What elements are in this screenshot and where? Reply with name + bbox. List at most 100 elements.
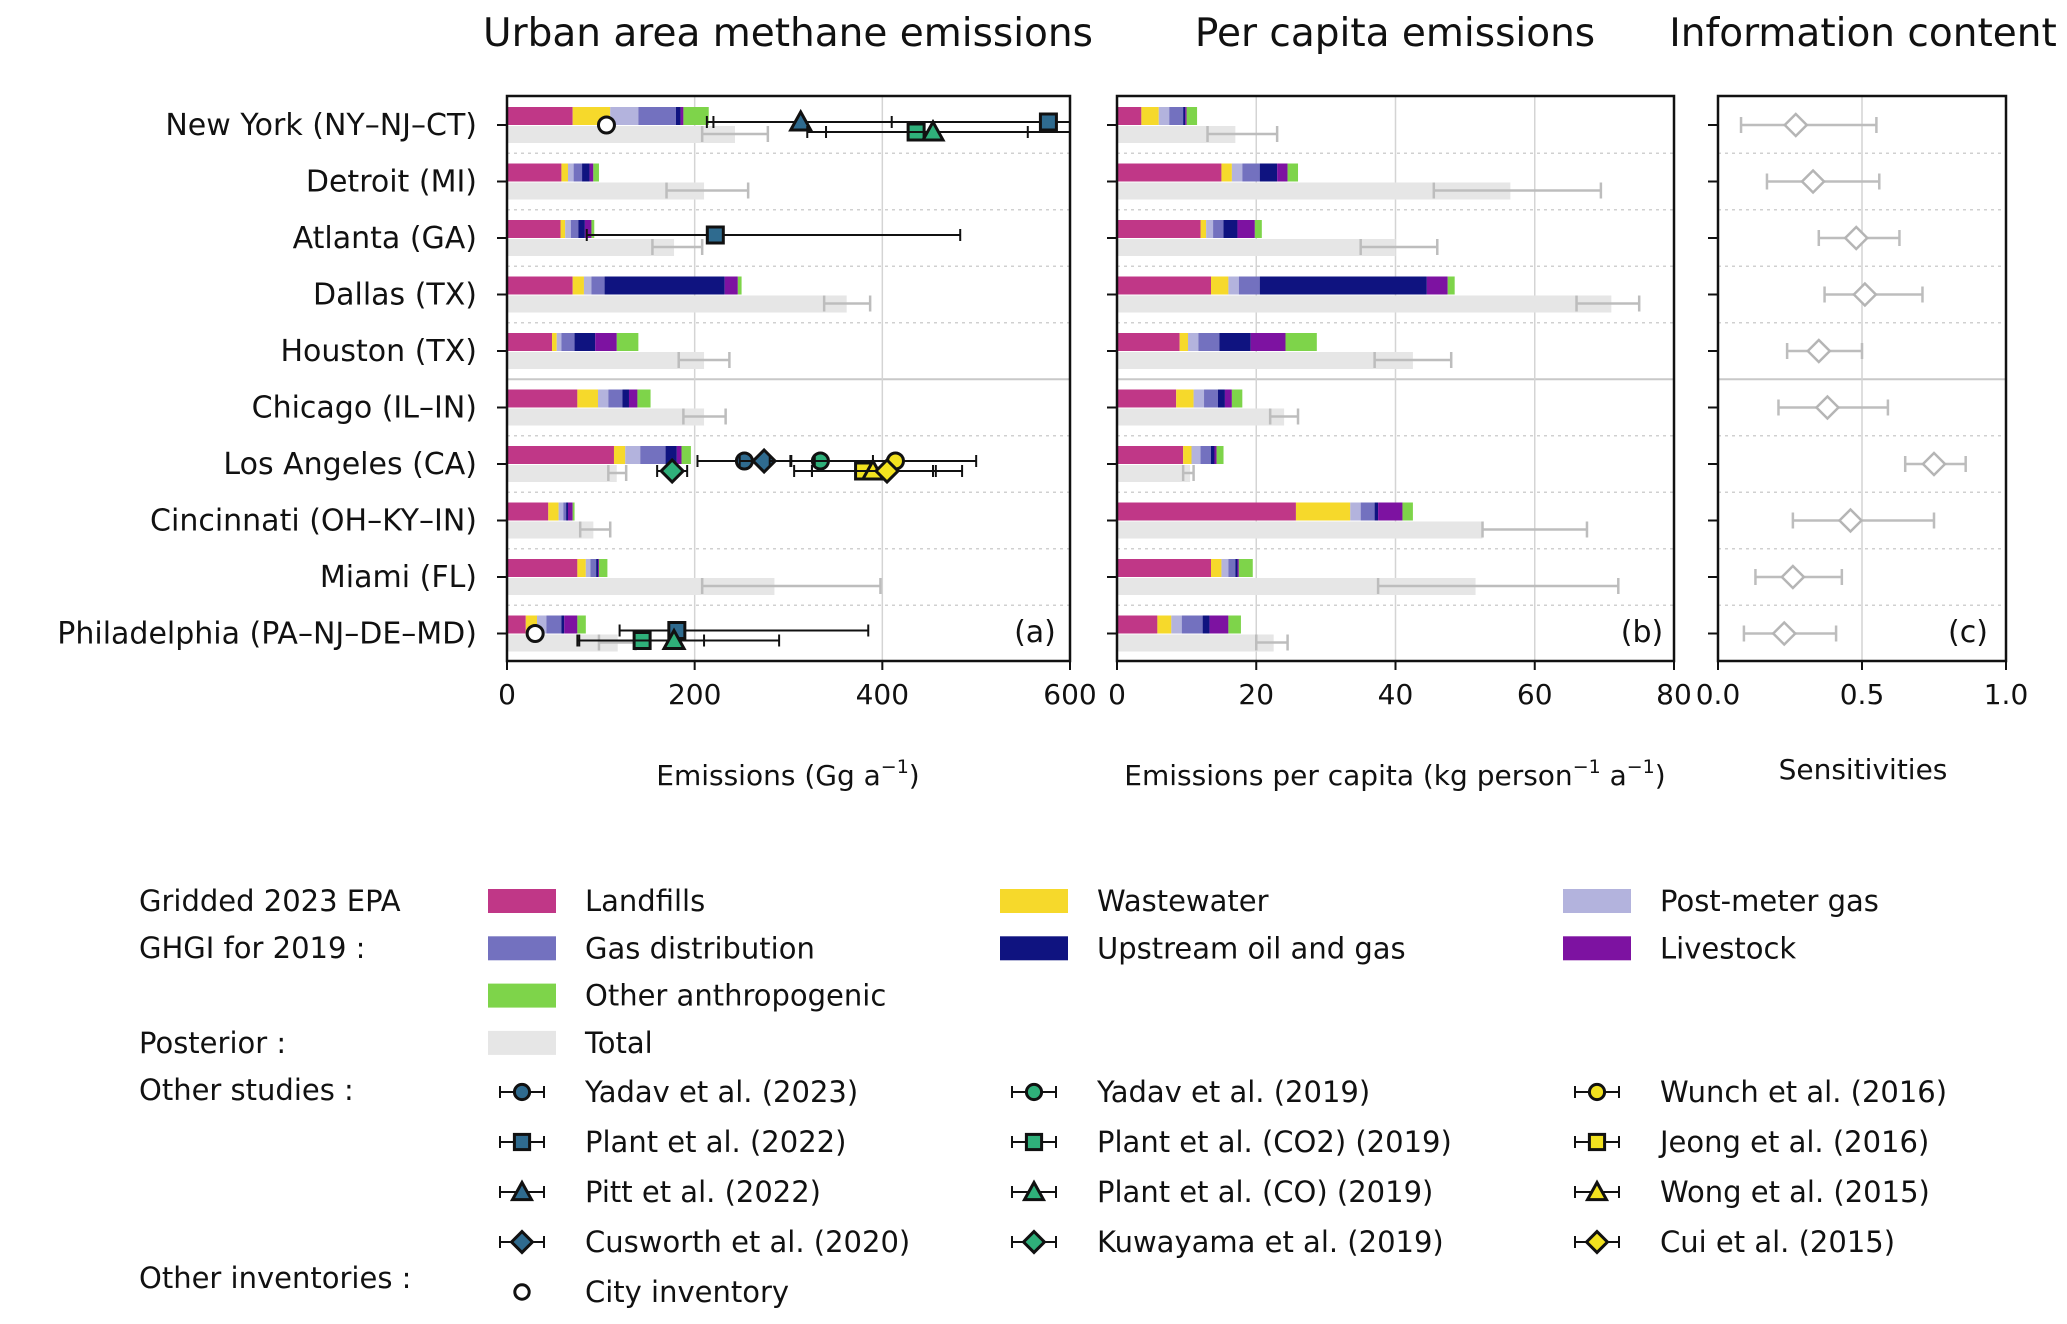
bar-other-anthropogenic-b xyxy=(1285,333,1317,351)
bar-upstream-oil-and-gas-b xyxy=(1183,107,1186,125)
legend-label-wastewater: Wastewater xyxy=(1097,884,1269,918)
legend-epa-label-2: GHGI for 2019 : xyxy=(139,931,365,965)
bar-gas-distribution-a xyxy=(573,163,583,182)
bar-upstream-oil-and-gas-b xyxy=(1217,389,1225,408)
legend-swatch-gas-distribution xyxy=(488,936,556,961)
bars-a xyxy=(507,107,1070,652)
posterior-total-bar-b xyxy=(1117,239,1396,256)
legend-label-plant-et-al-co-2019: Plant et al. (CO) (2019) xyxy=(1097,1175,1433,1209)
bar-wastewater-a xyxy=(560,220,566,238)
bar-gas-distribution-a xyxy=(561,333,575,351)
title-b: Per capita emissions xyxy=(1195,11,1595,56)
bar-gas-distribution-a xyxy=(608,389,623,408)
posterior-error-a xyxy=(822,295,872,312)
bar-gas-distribution-b xyxy=(1169,107,1184,125)
legend-epa-label-1: Gridded 2023 EPA xyxy=(139,884,401,918)
posterior-total-bar-a xyxy=(507,295,847,313)
bar-livestock-a xyxy=(598,559,599,577)
posterior-total-bar-a xyxy=(507,182,705,200)
bar-upstream-oil-and-gas-b xyxy=(1202,615,1210,634)
bar-livestock-a xyxy=(567,502,573,521)
bar-landfills-a xyxy=(507,276,573,295)
x-tick-label-b: 60 xyxy=(1517,678,1553,711)
bar-other-anthropogenic-a xyxy=(616,333,639,351)
legend-marker-jeong-et-al-2016 xyxy=(1587,1132,1607,1152)
posterior-error-b xyxy=(1181,465,1195,481)
posterior-total-bar-a xyxy=(507,126,736,143)
axes-frame-b xyxy=(1115,94,1676,663)
legend-marker-cusworth-et-al-2020 xyxy=(509,1229,535,1255)
bar-other-anthropogenic-b xyxy=(1287,163,1299,182)
legend-swatch-upstream-oil-and-gas xyxy=(1000,936,1068,961)
bar-wastewater-a xyxy=(561,163,568,182)
bar-upstream-oil-and-gas-b xyxy=(1210,446,1215,464)
posterior-total-bar-a xyxy=(507,521,594,539)
sensitivity-marker xyxy=(1771,620,1798,647)
posterior-error-a xyxy=(700,126,770,142)
x-tick-label-b: 40 xyxy=(1378,678,1414,711)
legend-label-gas-distribution: Gas distribution xyxy=(585,931,815,965)
x-tick-label-c: 0.5 xyxy=(1840,678,1885,711)
legend-label-wunch-et-al-2016: Wunch et al. (2016) xyxy=(1660,1075,1947,1109)
bar-wastewater-a xyxy=(613,446,626,464)
bar-wastewater-b xyxy=(1200,220,1207,238)
bar-wastewater-a xyxy=(552,333,557,351)
category-label: Philadelphia (PA–NJ–DE–MD) xyxy=(57,617,477,652)
posterior-error-b xyxy=(1376,578,1620,594)
study-marker-pitt-et-al-2022 xyxy=(788,108,814,132)
bar-wastewater-b xyxy=(1210,276,1229,295)
bar-gas-distribution-b xyxy=(1198,333,1220,351)
bar-other-anthropogenic-a xyxy=(683,107,709,125)
posterior-error-a xyxy=(578,521,612,538)
bar-post-meter-gas-a xyxy=(610,107,639,125)
legend-label-landfills: Landfills xyxy=(585,884,705,918)
bar-other-anthropogenic-a xyxy=(572,502,575,521)
sensitivity-marker xyxy=(1782,112,1809,138)
x-axis-label-b: Emissions per capita (kg person−1 a−1) xyxy=(1124,756,1665,792)
bar-landfills-b xyxy=(1117,389,1177,408)
bar-livestock-a xyxy=(584,220,592,238)
sensitivity-marker xyxy=(1780,564,1806,590)
sensitivity-marker xyxy=(1814,394,1841,421)
legend-swatch-other-anthropogenic xyxy=(488,983,556,1008)
bar-landfills-b xyxy=(1117,220,1201,238)
bar-gas-distribution-b xyxy=(1360,502,1375,521)
bar-upstream-oil-and-gas-b xyxy=(1374,502,1379,521)
bar-gas-distribution-b xyxy=(1204,389,1218,408)
x-axis-label-a: Emissions (Gg a−1) xyxy=(656,756,919,792)
bar-wastewater-a xyxy=(572,276,584,295)
bar-post-meter-gas-a xyxy=(585,559,591,577)
legend-marker-wong-et-al-2015 xyxy=(1584,1179,1610,1202)
posterior-total-bar-b xyxy=(1117,126,1236,143)
bar-other-anthropogenic-a xyxy=(593,163,599,182)
bar-landfills-b xyxy=(1117,163,1222,182)
axes-frame-c xyxy=(1716,94,2008,663)
bar-other-anthropogenic-b xyxy=(1231,389,1243,408)
category-label: Detroit (MI) xyxy=(306,165,477,200)
legend-marker-kuwayama-et-al-2019 xyxy=(1021,1229,1047,1255)
bar-post-meter-gas-a xyxy=(556,333,562,351)
posterior-total-bar-a xyxy=(507,408,705,426)
category-label: Atlanta (GA) xyxy=(293,221,477,256)
bar-livestock-a xyxy=(676,446,682,464)
bar-upstream-oil-and-gas-a xyxy=(622,389,629,408)
bar-other-anthropogenic-b xyxy=(1402,502,1413,521)
bar-post-meter-gas-a xyxy=(598,389,609,408)
bar-post-meter-gas-a xyxy=(567,163,574,182)
posterior-error-b xyxy=(1432,182,1603,199)
bar-livestock-b xyxy=(1185,107,1187,125)
legend-marker-city-inventory xyxy=(513,1283,531,1301)
x-tick-label-c: 1.0 xyxy=(1984,678,2029,711)
sensitivity-points xyxy=(1739,112,1967,647)
bar-gas-distribution-b xyxy=(1181,615,1203,634)
posterior-error-b xyxy=(1359,239,1439,255)
bar-gas-distribution-a xyxy=(570,220,579,238)
bar-other-anthropogenic-b xyxy=(1238,559,1253,577)
bar-post-meter-gas-b xyxy=(1221,559,1229,577)
bar-post-meter-gas-b xyxy=(1158,107,1170,125)
x-tick-label-b: 0 xyxy=(1108,678,1126,711)
bar-post-meter-gas-a xyxy=(537,615,547,634)
legend-label-yadav-et-al-2019: Yadav et al. (2019) xyxy=(1096,1075,1370,1109)
bar-upstream-oil-and-gas-b xyxy=(1259,276,1427,295)
legend-marker-yadav-et-al-2019 xyxy=(1024,1082,1044,1102)
